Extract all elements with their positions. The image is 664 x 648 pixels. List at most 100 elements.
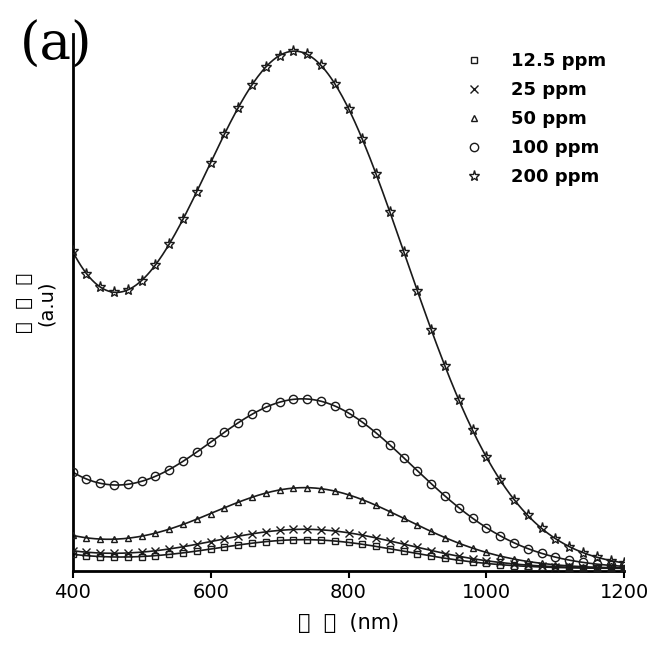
12.5 ppm (359, 540, 367, 548)
50 ppm (234, 498, 242, 506)
12.5 ppm (428, 552, 436, 560)
X-axis label: 波  长  (nm): 波 长 (nm) (298, 613, 399, 633)
100 ppm (303, 395, 311, 403)
200 ppm (248, 81, 256, 89)
12.5 ppm (400, 548, 408, 555)
25 ppm (276, 526, 284, 534)
25 ppm (386, 537, 394, 545)
50 ppm (137, 532, 145, 540)
12.5 ppm (124, 553, 132, 561)
Line: 12.5 ppm: 12.5 ppm (69, 536, 628, 572)
100 ppm (137, 478, 145, 485)
200 ppm (510, 496, 518, 503)
25 ppm (82, 548, 90, 556)
50 ppm (303, 484, 311, 492)
100 ppm (179, 457, 187, 465)
12.5 ppm (510, 562, 518, 570)
12.5 ppm (414, 550, 422, 557)
200 ppm (193, 188, 201, 196)
25 ppm (565, 563, 573, 571)
50 ppm (538, 559, 546, 567)
12.5 ppm (151, 551, 159, 559)
200 ppm (262, 63, 270, 71)
25 ppm (331, 527, 339, 535)
50 ppm (220, 504, 228, 512)
50 ppm (620, 564, 628, 572)
25 ppm (137, 548, 145, 556)
50 ppm (68, 531, 76, 539)
100 ppm (455, 503, 463, 511)
200 ppm (593, 553, 601, 561)
25 ppm (428, 547, 436, 555)
200 ppm (414, 287, 422, 295)
200 ppm (372, 170, 380, 178)
50 ppm (455, 539, 463, 547)
100 ppm (331, 402, 339, 410)
25 ppm (345, 529, 353, 537)
12.5 ppm (262, 538, 270, 546)
12.5 ppm (137, 553, 145, 561)
25 ppm (317, 526, 325, 534)
50 ppm (179, 520, 187, 528)
25 ppm (579, 564, 587, 572)
50 ppm (565, 562, 573, 570)
200 ppm (303, 51, 311, 58)
100 ppm (620, 562, 628, 570)
12.5 ppm (290, 536, 297, 544)
50 ppm (469, 544, 477, 552)
50 ppm (96, 535, 104, 543)
100 ppm (428, 480, 436, 487)
12.5 ppm (579, 564, 587, 572)
12.5 ppm (234, 541, 242, 549)
200 ppm (579, 549, 587, 557)
50 ppm (372, 502, 380, 509)
100 ppm (441, 492, 449, 500)
Line: 25 ppm: 25 ppm (68, 525, 629, 572)
12.5 ppm (207, 545, 214, 553)
200 ppm (82, 270, 90, 277)
100 ppm (565, 556, 573, 564)
200 ppm (469, 426, 477, 434)
100 ppm (234, 419, 242, 426)
100 ppm (414, 467, 422, 475)
Line: 50 ppm: 50 ppm (69, 484, 628, 572)
100 ppm (151, 472, 159, 480)
25 ppm (290, 526, 297, 533)
50 ppm (359, 496, 367, 503)
25 ppm (538, 562, 546, 570)
100 ppm (386, 441, 394, 449)
12.5 ppm (593, 564, 601, 572)
25 ppm (303, 526, 311, 533)
50 ppm (262, 489, 270, 497)
12.5 ppm (469, 558, 477, 566)
200 ppm (68, 248, 76, 255)
12.5 ppm (483, 559, 491, 567)
50 ppm (524, 557, 532, 565)
100 ppm (483, 524, 491, 531)
200 ppm (441, 362, 449, 370)
25 ppm (524, 561, 532, 569)
50 ppm (248, 493, 256, 501)
200 ppm (110, 288, 118, 296)
25 ppm (68, 547, 76, 555)
50 ppm (345, 491, 353, 499)
25 ppm (620, 564, 628, 572)
12.5 ppm (179, 549, 187, 557)
12.5 ppm (68, 550, 76, 558)
50 ppm (441, 534, 449, 542)
50 ppm (151, 529, 159, 537)
12.5 ppm (331, 537, 339, 545)
100 ppm (524, 545, 532, 553)
25 ppm (248, 530, 256, 538)
200 ppm (565, 542, 573, 550)
100 ppm (345, 409, 353, 417)
200 ppm (276, 52, 284, 60)
200 ppm (207, 159, 214, 167)
12.5 ppm (551, 564, 559, 572)
100 ppm (193, 448, 201, 456)
50 ppm (276, 486, 284, 494)
50 ppm (510, 555, 518, 563)
50 ppm (317, 485, 325, 492)
50 ppm (193, 515, 201, 523)
25 ppm (593, 564, 601, 572)
